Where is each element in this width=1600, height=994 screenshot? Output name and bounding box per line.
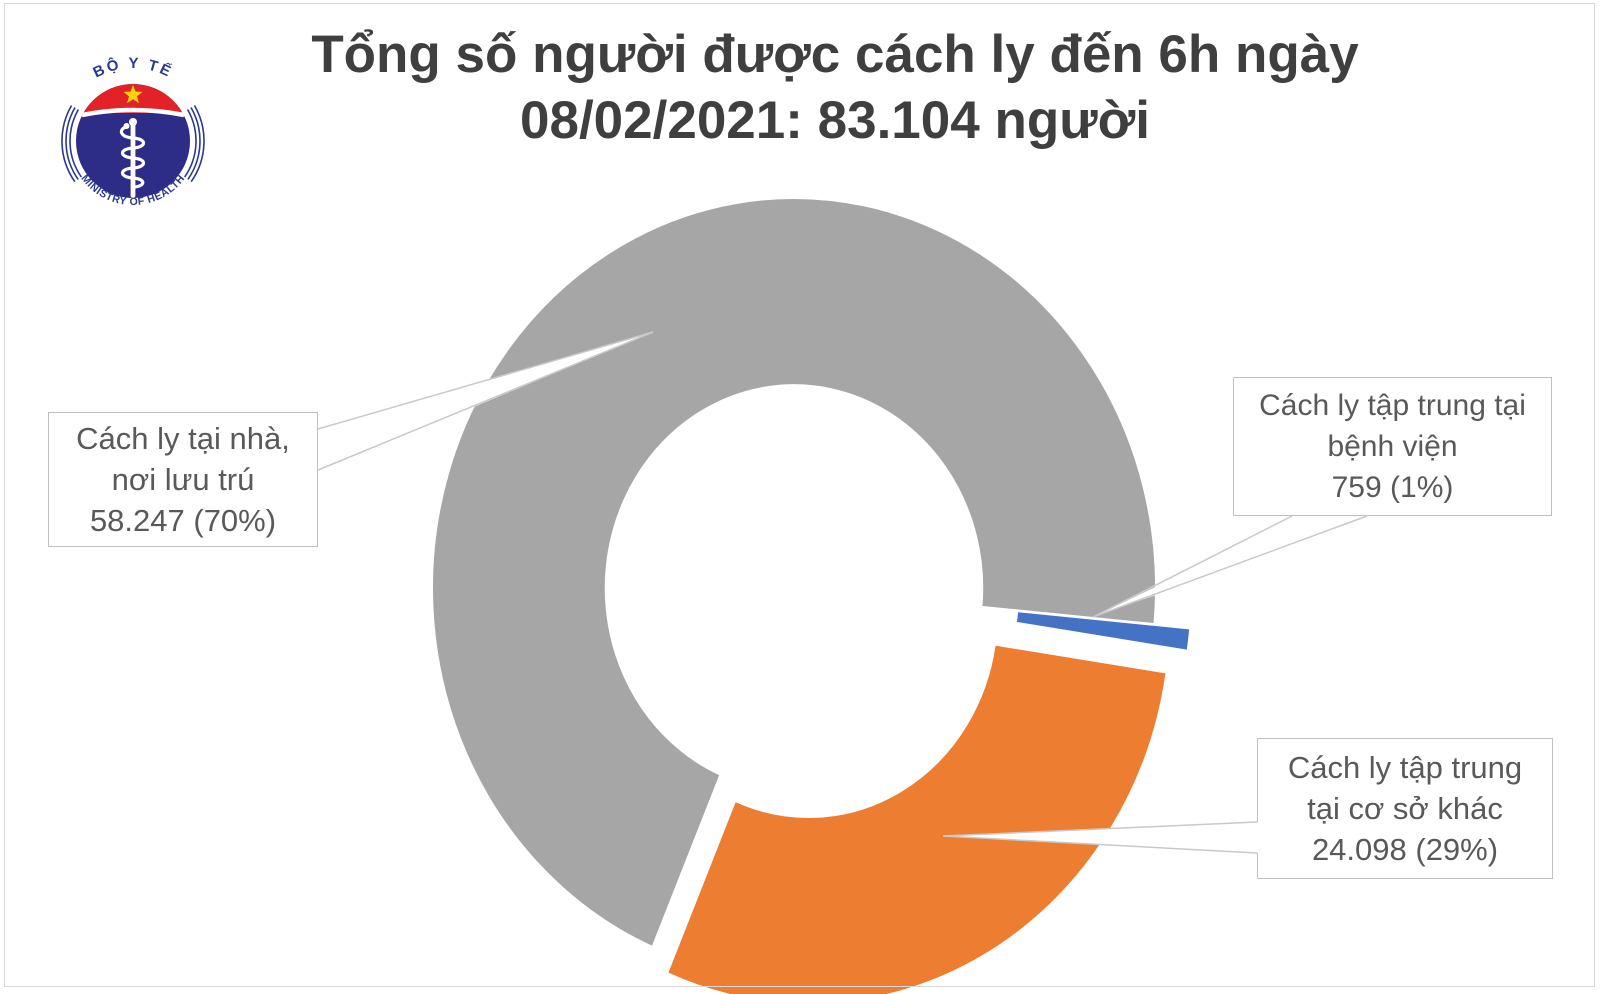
callout-hospital-line1: Cách ly tập trung tại bbox=[1259, 389, 1526, 422]
slice-other-facility-quarantine bbox=[665, 643, 1168, 994]
logo-star-icon bbox=[123, 85, 143, 104]
logo-white-band bbox=[81, 107, 185, 118]
chart-title: Tổng số người được cách ly đến 6h ngày 0… bbox=[240, 22, 1430, 154]
callout-other-line2: tại cơ sở khác bbox=[1307, 791, 1503, 826]
callout-home-line1: Cách ly tại nhà, bbox=[76, 421, 290, 456]
logo-asclepius-rod-icon bbox=[119, 118, 146, 198]
callout-other-line1: Cách ly tập trung bbox=[1287, 750, 1523, 785]
moh-logo-icon: BỘ Y TẾ MINISTRY OF HEALTH bbox=[61, 55, 205, 208]
donut-slices bbox=[431, 197, 1192, 994]
ministry-of-health-logo: BỘ Y TẾ MINISTRY OF HEALTH bbox=[48, 25, 218, 223]
callout-home-line2: nơi lưu trú bbox=[111, 462, 255, 497]
chart-title-line1: Tổng số người được cách ly đến 6h ngày bbox=[311, 25, 1359, 84]
callout-other-value: 24.098 (29%) bbox=[1311, 832, 1499, 867]
slice-hospital-quarantine bbox=[1014, 610, 1192, 652]
callout-hospital-value: 759 (1%) bbox=[1331, 471, 1454, 504]
logo-side-arcs bbox=[61, 105, 205, 183]
callout-box-home-quarantine: Cách ly tại nhà, nơi lưu trú 58.247 (70%… bbox=[48, 412, 318, 547]
chart-title-line2: 08/02/2021: 83.104 người bbox=[520, 91, 1150, 150]
callout-box-other-facility-quarantine: Cách ly tập trung tại cơ sở khác 24.098 … bbox=[1257, 738, 1553, 879]
callout-hospital-line2: bệnh viện bbox=[1327, 430, 1458, 463]
callout-box-hospital-quarantine: Cách ly tập trung tại bệnh viện 759 (1%) bbox=[1233, 377, 1552, 516]
callout-home-value: 58.247 (70%) bbox=[89, 503, 277, 538]
